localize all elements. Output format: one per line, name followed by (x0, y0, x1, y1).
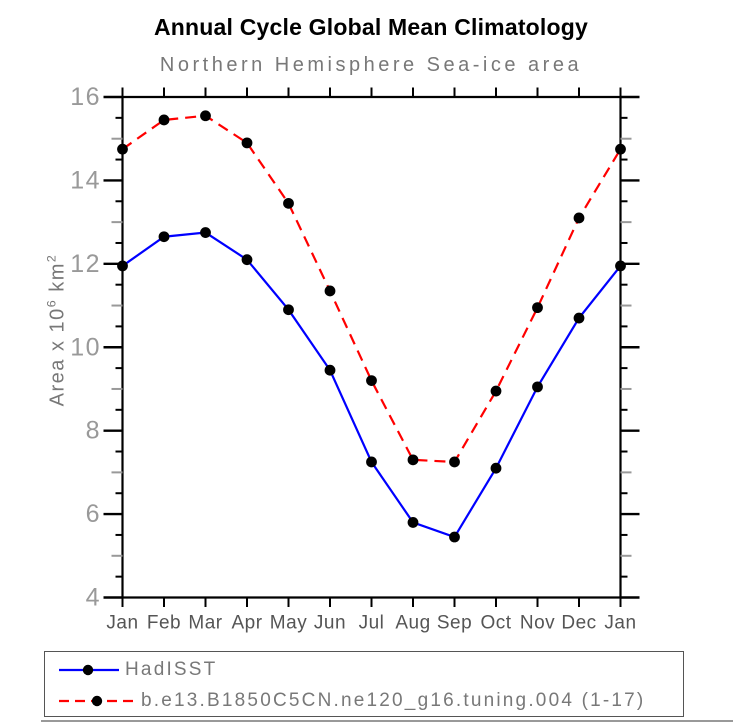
y-tick-label: 10 (70, 333, 101, 361)
cutoff-second-legend-border (41, 720, 733, 722)
hadisst-data-marker (283, 304, 294, 316)
hadisst-data-marker (615, 260, 626, 272)
y-tick-label: 8 (86, 417, 101, 445)
model-data-marker (490, 385, 502, 397)
model-data-marker (117, 143, 128, 155)
hadisst-data-marker (200, 227, 211, 238)
model-data-marker (532, 302, 543, 314)
y-tick-label: 4 (86, 584, 101, 612)
hadisst-data-marker (407, 517, 419, 528)
model-data-marker (200, 110, 211, 122)
legend-entry-hadisst: HadISST (45, 654, 683, 685)
hadisst-data-marker (532, 381, 543, 393)
model-data-marker (158, 114, 170, 126)
chart-subtitle: Northern Hemisphere Sea-ice area (159, 54, 583, 76)
hadisst-line-sample-icon (59, 664, 119, 675)
plot-frame (121, 95, 622, 599)
x-tick-label: Jan (604, 613, 636, 634)
hadisst-data-marker (241, 254, 253, 266)
model-data-marker (366, 375, 377, 387)
x-tick-label: Jun (314, 613, 346, 634)
hadisst-data-marker (490, 462, 502, 474)
model-series-line (121, 114, 622, 464)
hadisst-data-marker (573, 312, 585, 324)
chart-title: Annual Cycle Global Mean Climatology (153, 14, 589, 40)
model-sample-marker-icon (91, 695, 103, 706)
model-data-marker (449, 456, 460, 468)
x-tick-label: Apr (231, 613, 262, 634)
legend-box: HadISST b.e13.B1850C5CN.ne120_g16.tuning… (44, 651, 684, 717)
x-tick-label: Sep (437, 613, 472, 634)
y-axis-title-unit-exponent: 2 (44, 253, 59, 263)
x-tick-label: Nov (520, 613, 555, 634)
y-tick-label: 12 (70, 250, 101, 278)
y-tick-label: 14 (70, 166, 101, 194)
legend-entry-model: b.e13.B1850C5CN.ne120_g16.tuning.004 (1-… (45, 685, 683, 716)
y-tick-label: 16 (70, 83, 101, 111)
model-data-marker (324, 285, 336, 297)
model-line-sample-icon (59, 695, 136, 706)
hadisst-data-marker (366, 456, 377, 468)
legend-label-hadisst: HadISST (125, 658, 218, 680)
x-tick-label: Aug (395, 613, 430, 634)
y-tick-label: 6 (86, 500, 101, 528)
x-tick-label: Mar (188, 613, 222, 634)
hadisst-sample-marker-icon (82, 664, 94, 675)
y-axis-title: Area x 106 km2 (45, 254, 70, 407)
model-data-marker (241, 137, 253, 149)
x-tick-label: Jul (359, 613, 385, 634)
x-tick-label: Feb (147, 613, 181, 634)
hadisst-data-marker (117, 260, 128, 272)
hadisst-data-marker (158, 231, 170, 243)
y-axis-title-exponent: 6 (44, 298, 59, 308)
x-tick-label: May (270, 613, 307, 634)
x-tick-label: Oct (480, 613, 511, 634)
x-tick-label: Dec (561, 613, 596, 634)
legend-label-model: b.e13.B1850C5CN.ne120_g16.tuning.004 (1-… (141, 689, 646, 711)
model-data-marker (407, 454, 419, 466)
y-axis-title-text: Area x 10 (46, 307, 69, 407)
hadisst-data-marker (324, 364, 336, 376)
model-data-marker (573, 212, 585, 224)
hadisst-data-marker (449, 531, 460, 543)
y-axis-title-unit: km (46, 262, 69, 299)
x-tick-label: Jan (106, 613, 138, 634)
model-data-marker (283, 197, 294, 209)
model-data-marker (615, 143, 626, 155)
